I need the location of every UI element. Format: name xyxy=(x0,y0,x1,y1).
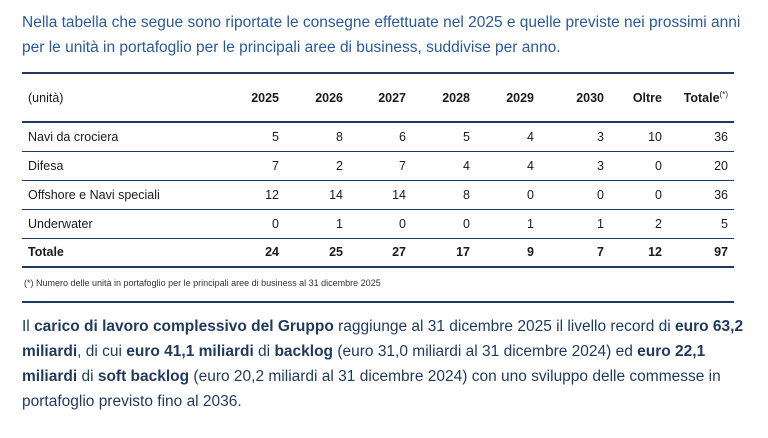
total-cell: 9 xyxy=(476,238,540,268)
deliveries-table: (unità) 2025 2026 2027 2028 2029 2030 Oltre Tota… xyxy=(22,72,734,268)
table-cell: 36 xyxy=(668,122,734,152)
text: (euro 31,0 miliardi al 31 dicembre 2024)… xyxy=(333,343,638,360)
table-cell: 5 xyxy=(668,209,734,239)
table-cell: 4 xyxy=(476,122,540,152)
total-cell: 12 xyxy=(610,238,668,268)
table-row: Navi da crociera 5 8 6 5 4 3 10 36 xyxy=(22,122,734,152)
footnote: (*) Numero delle unità in portafoglio pe… xyxy=(24,278,381,288)
text: (euro 20,2 miliardi al 31 dicembre 2024)… xyxy=(22,368,721,410)
table-cell: 0 xyxy=(349,209,412,239)
column-header: 2027 xyxy=(349,73,412,123)
text: Il xyxy=(22,318,35,335)
table-cell: 3 xyxy=(540,151,610,181)
table-cell: 4 xyxy=(412,151,476,181)
column-header-text: Oltre xyxy=(632,90,662,105)
table-cell: 8 xyxy=(412,180,476,210)
column-header: 2029 xyxy=(476,73,540,123)
total-cell: 27 xyxy=(349,238,412,268)
column-header: Totale(*) xyxy=(668,73,734,123)
column-header-text: 2025 xyxy=(251,90,279,105)
column-header-text: (unità) xyxy=(28,90,64,105)
total-cell: Totale xyxy=(22,238,222,268)
table-cell: 1 xyxy=(476,209,540,239)
table-cell: Offshore e Navi speciali xyxy=(22,180,222,210)
total-cell: 7 xyxy=(540,238,610,268)
table-cell: 8 xyxy=(285,122,349,152)
table-cell: 7 xyxy=(349,151,412,181)
table-cell: 10 xyxy=(610,122,668,152)
table-cell: 0 xyxy=(610,151,668,181)
table-cell: 2 xyxy=(285,151,349,181)
intro-text: Nella tabella che segue sono riportate l… xyxy=(22,14,741,56)
total-cell: 25 xyxy=(285,238,349,268)
column-header: 2028 xyxy=(412,73,476,123)
table-cell: 0 xyxy=(412,209,476,239)
column-header: 2026 xyxy=(285,73,349,123)
table-cell: 1 xyxy=(540,209,610,239)
table-cell: 14 xyxy=(285,180,349,210)
table-cell: 0 xyxy=(610,180,668,210)
bold-text: euro 41,1 miliardi xyxy=(126,343,254,360)
table-cell: 0 xyxy=(222,209,285,239)
column-header: 2025 xyxy=(222,73,285,123)
table-cell: 36 xyxy=(668,180,734,210)
column-header-text: 2029 xyxy=(506,90,534,105)
table-cell: Navi da crociera xyxy=(22,122,222,152)
column-header-text: 2030 xyxy=(576,90,604,105)
table-body: Navi da crociera 5 8 6 5 4 3 10 36 Difesa 7 2 7 4 4 3 0 2… xyxy=(22,122,734,268)
column-header-text: Totale xyxy=(683,91,720,106)
bold-text: euro 22,1 miliardi xyxy=(22,343,706,385)
column-header-text: 2027 xyxy=(378,90,406,105)
table-cell: 4 xyxy=(476,151,540,181)
bold-text: soft backlog xyxy=(97,368,190,385)
column-header-text: 2028 xyxy=(442,90,470,105)
table-row: Offshore e Navi speciali 12 14 14 8 0 0 0 36 xyxy=(22,180,734,210)
table-cell: 6 xyxy=(349,122,412,152)
column-header: (unità) xyxy=(22,73,222,123)
table-row: Difesa 7 2 7 4 4 3 0 20 xyxy=(22,151,734,181)
total-cell: 17 xyxy=(412,238,476,268)
table-cell: 0 xyxy=(476,180,540,210)
table-cell: 7 xyxy=(222,151,285,181)
table-cell: 5 xyxy=(222,122,285,152)
table-cell: 20 xyxy=(668,151,734,181)
table-cell: 5 xyxy=(412,122,476,152)
table-row: Underwater 0 1 0 0 1 1 2 5 xyxy=(22,209,734,239)
text: di xyxy=(77,368,98,385)
table-cell: Difesa xyxy=(22,151,222,181)
total-cell: 24 xyxy=(222,238,285,268)
total-row: Totale 24 25 27 17 9 7 12 97 xyxy=(22,238,734,268)
table-cell: 3 xyxy=(540,122,610,152)
table-cell: 1 xyxy=(285,209,349,239)
table-cell: Underwater xyxy=(22,209,222,239)
bold-text: carico di lavoro complessivo del Gruppo xyxy=(34,318,334,335)
text: di xyxy=(253,343,275,360)
bold-text: euro 63,2 miliardi xyxy=(22,318,744,360)
table-cell: 0 xyxy=(540,180,610,210)
table-cell: 2 xyxy=(610,209,668,239)
table-cell: 12 xyxy=(222,180,285,210)
column-header: Oltre xyxy=(610,73,668,123)
text: raggiunge al 31 dicembre 2025 il livello… xyxy=(333,318,676,335)
note-mark: (*) xyxy=(719,89,728,99)
text: , di cui xyxy=(77,343,127,360)
column-header: 2030 xyxy=(540,73,610,123)
column-header-text: 2026 xyxy=(315,90,343,105)
header-row: (unità) 2025 2026 2027 2028 2029 2030 Oltre Tota… xyxy=(22,73,734,123)
summary-paragraph: Il carico di lavoro complessivo del Grup… xyxy=(22,314,752,414)
total-cell: 97 xyxy=(668,238,734,268)
bold-text: backlog xyxy=(274,343,334,360)
table-cell: 14 xyxy=(349,180,412,210)
separator xyxy=(22,301,734,303)
